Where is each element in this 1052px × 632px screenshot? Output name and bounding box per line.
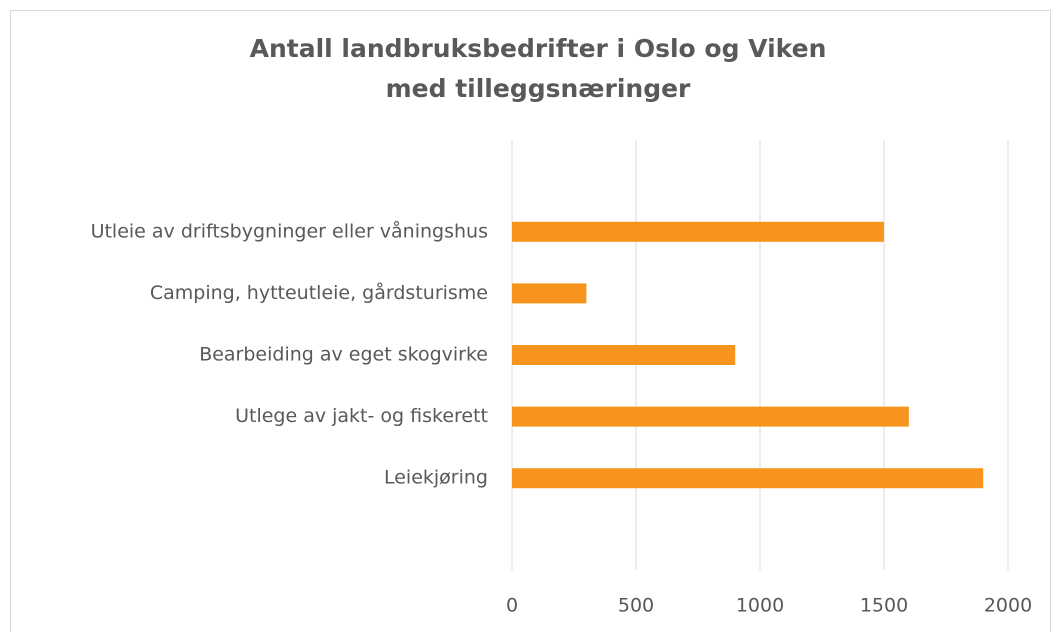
y-tick-label: Camping, hytteutleie, gårdsturisme	[150, 281, 488, 304]
x-tick-label: 0	[506, 595, 518, 617]
x-tick-label: 1000	[736, 595, 784, 617]
x-tick-label: 500	[618, 595, 654, 617]
x-tick-label: 2000	[984, 595, 1032, 617]
bar	[512, 406, 909, 427]
x-tick-label: 1500	[860, 595, 908, 617]
chart-title: Antall landbruksbedrifter i Oslo og Vike…	[250, 34, 827, 63]
bar	[512, 283, 587, 304]
y-tick-label: Bearbeiding av eget skogvirke	[199, 344, 488, 366]
y-tick-label: Leiekjøring	[384, 467, 488, 489]
bar	[512, 345, 736, 365]
chart-title: med tilleggsnæringer	[386, 74, 691, 103]
chart-frame	[10, 10, 1051, 632]
bar	[512, 468, 984, 489]
y-tick-label: Utlege av jakt- og fiskerett	[235, 405, 488, 427]
y-tick-label: Utleie av driftsbygninger eller våningsh…	[91, 219, 488, 242]
bar	[512, 221, 884, 242]
